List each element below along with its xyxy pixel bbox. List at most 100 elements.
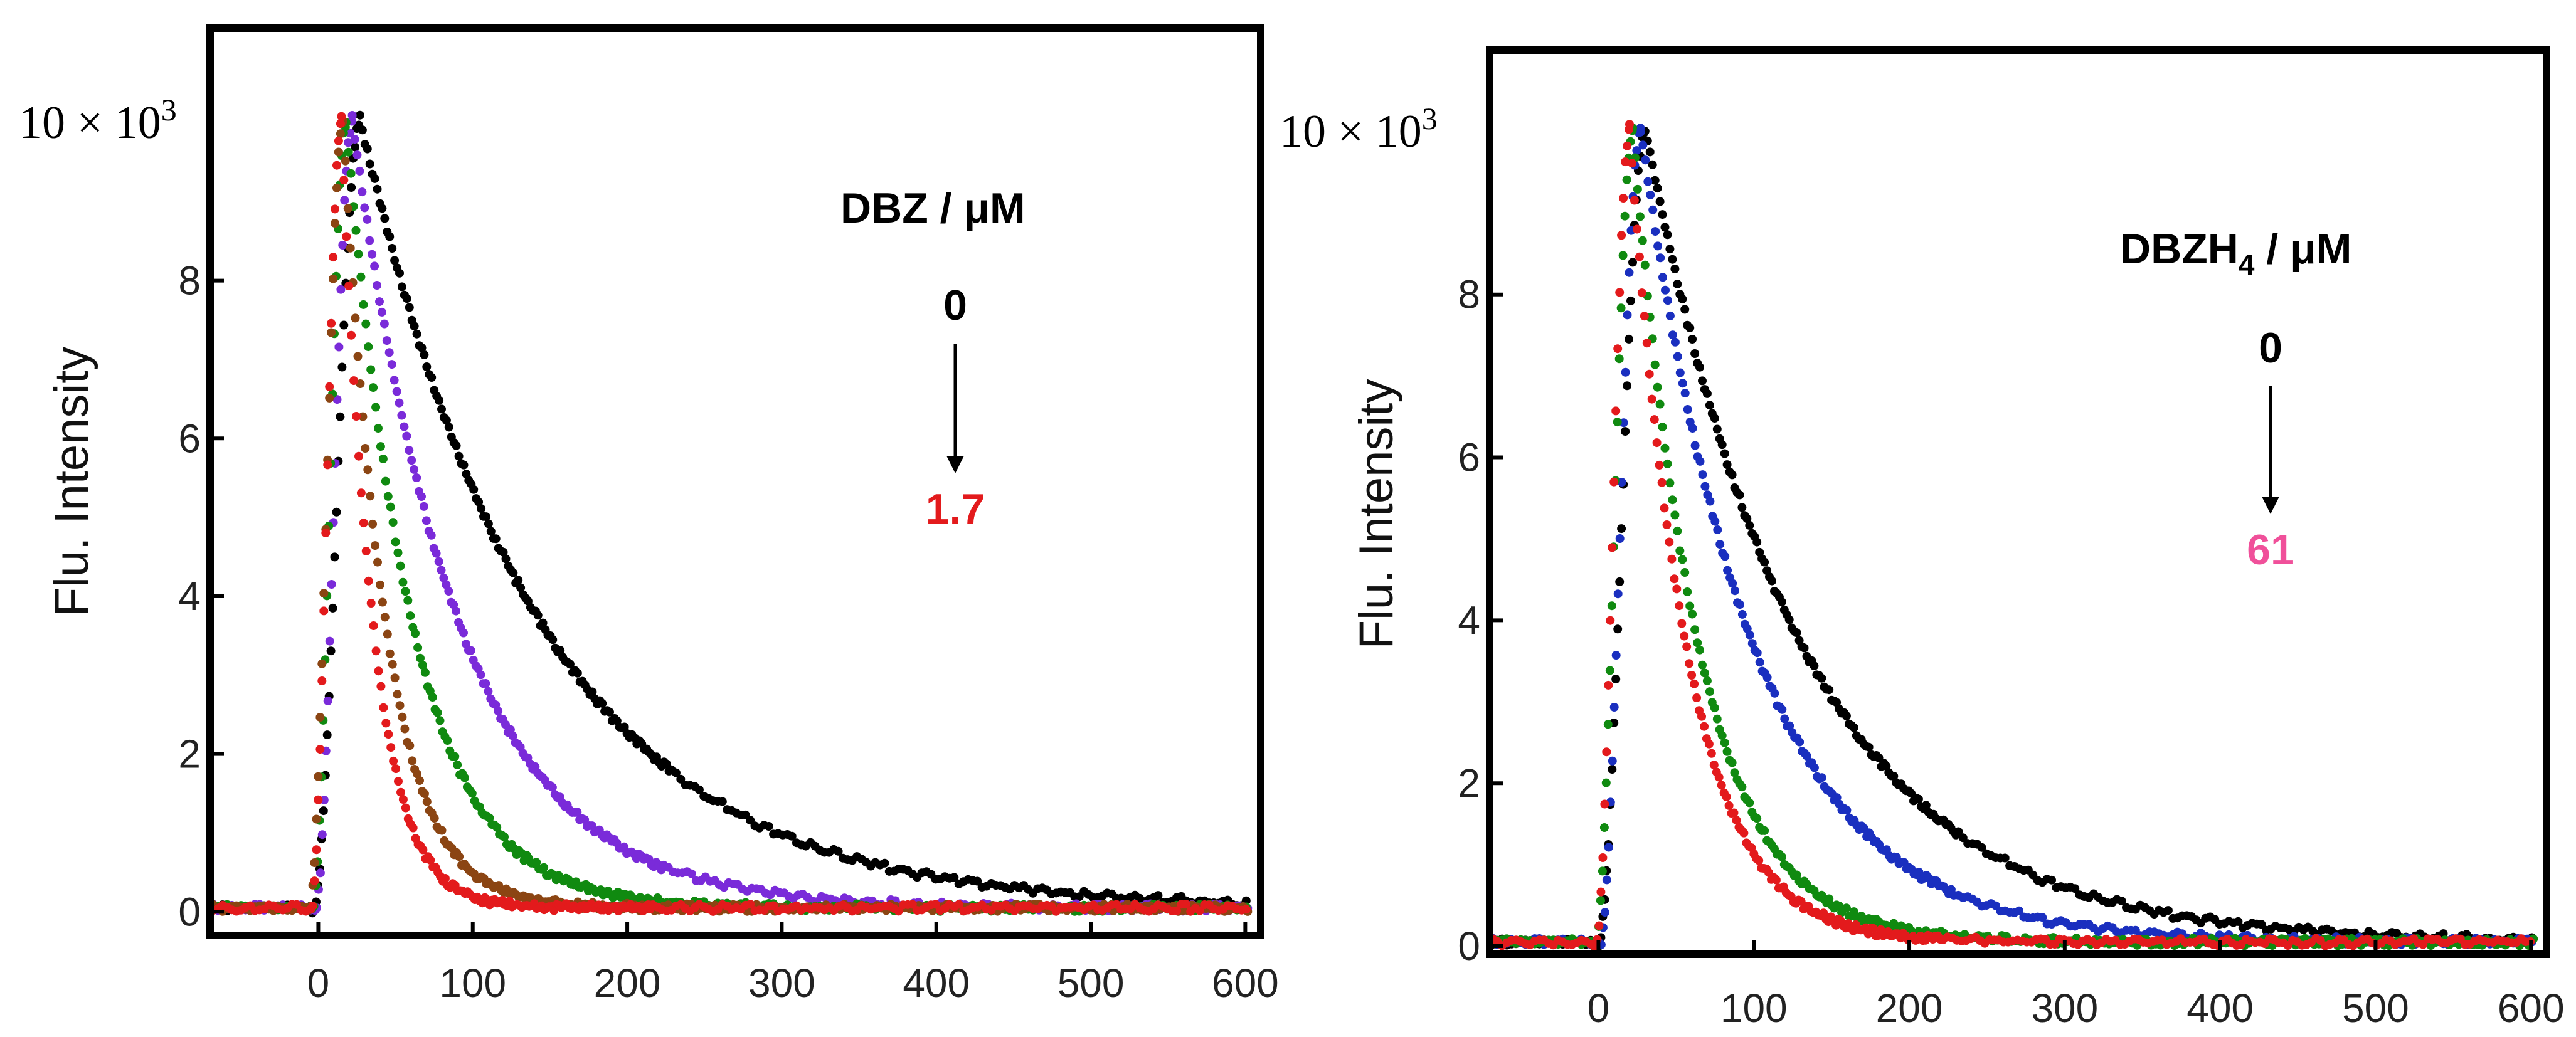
data-point — [430, 814, 439, 823]
data-point — [1914, 868, 1924, 876]
data-point — [334, 342, 344, 352]
data-point — [1596, 896, 1605, 905]
data-point — [1780, 714, 1789, 724]
data-point — [1954, 827, 1963, 836]
data-point — [1832, 793, 1842, 803]
data-point — [1914, 794, 1923, 804]
x-tick-label: 100 — [439, 961, 506, 1006]
data-point — [1921, 801, 1931, 810]
data-point — [1695, 362, 1704, 372]
x-tick-label: 300 — [748, 961, 815, 1006]
data-point — [1690, 349, 1700, 358]
data-point — [1670, 574, 1679, 584]
data-point — [1594, 921, 1604, 930]
data-point — [1710, 414, 1719, 423]
data-point — [1849, 723, 1858, 732]
data-point — [1777, 597, 1786, 607]
series-2 — [208, 118, 1251, 916]
data-point — [1651, 227, 1660, 236]
data-point — [383, 492, 393, 501]
data-point — [580, 815, 590, 824]
data-point — [1665, 245, 1675, 254]
series-2 — [1488, 124, 2538, 954]
data-point — [326, 646, 336, 656]
data-point — [368, 519, 378, 529]
data-point — [1618, 251, 1628, 260]
data-point — [687, 869, 696, 878]
y-tick-label: 0 — [1458, 924, 1480, 969]
data-point — [1705, 401, 1714, 410]
data-point — [486, 527, 496, 536]
data-point — [1685, 659, 1694, 668]
data-point — [376, 442, 385, 451]
data-point — [391, 764, 401, 774]
data-point — [1695, 456, 1705, 466]
data-point — [352, 412, 361, 421]
data-point — [1630, 196, 1639, 205]
data-point — [556, 646, 565, 655]
data-point — [931, 900, 940, 909]
data-point — [440, 874, 450, 883]
data-point — [310, 858, 319, 867]
data-point — [336, 119, 345, 129]
data-point — [1754, 856, 1764, 865]
data-point — [1653, 184, 1662, 193]
data-point — [331, 219, 339, 228]
plot-frame — [206, 24, 1264, 939]
data-point — [1680, 389, 1690, 398]
data-point — [1658, 423, 1667, 432]
data-point — [319, 606, 329, 616]
data-point — [1977, 843, 1986, 852]
data-point — [417, 492, 426, 501]
data-point — [386, 502, 395, 512]
data-point — [1752, 814, 1762, 823]
data-point — [437, 826, 447, 835]
data-point — [1724, 801, 1734, 810]
data-point — [1745, 630, 1754, 640]
data-point — [1617, 231, 1626, 240]
data-point — [1619, 194, 1628, 203]
data-point — [415, 776, 424, 785]
data-point — [1645, 147, 1655, 157]
data-point — [1712, 714, 1722, 724]
data-point — [1803, 752, 1811, 761]
data-point — [437, 404, 446, 414]
data-point — [358, 412, 368, 421]
data-point — [452, 606, 461, 616]
data-point — [1640, 260, 1650, 270]
data-point — [398, 712, 407, 722]
data-point — [434, 557, 443, 566]
data-point — [386, 743, 396, 752]
data-point — [401, 803, 410, 813]
data-point — [339, 176, 349, 185]
data-point — [349, 376, 359, 386]
data-point — [332, 161, 341, 170]
data-point — [359, 518, 368, 528]
data-point — [954, 900, 963, 909]
data-point — [1675, 368, 1685, 377]
data-point — [1709, 761, 1719, 770]
data-point — [427, 530, 436, 540]
data-point — [1817, 673, 1826, 683]
data-point — [317, 830, 327, 840]
data-point — [412, 329, 421, 339]
series-0 — [1488, 127, 2536, 954]
data-point — [1690, 625, 1700, 634]
data-point — [1647, 394, 1656, 404]
data-point — [370, 261, 379, 271]
data-point — [1645, 369, 1654, 379]
data-point — [1628, 258, 1637, 267]
data-point — [514, 576, 523, 585]
data-point — [620, 842, 629, 851]
data-point — [476, 670, 485, 680]
data-point — [1623, 310, 1632, 320]
data-point — [366, 365, 376, 374]
x-tick-label: 400 — [2186, 986, 2254, 1031]
data-point — [499, 547, 508, 557]
data-point — [1747, 639, 1757, 648]
data-point — [382, 336, 391, 345]
data-point — [319, 589, 329, 598]
data-point — [444, 587, 453, 596]
data-point — [452, 441, 461, 450]
